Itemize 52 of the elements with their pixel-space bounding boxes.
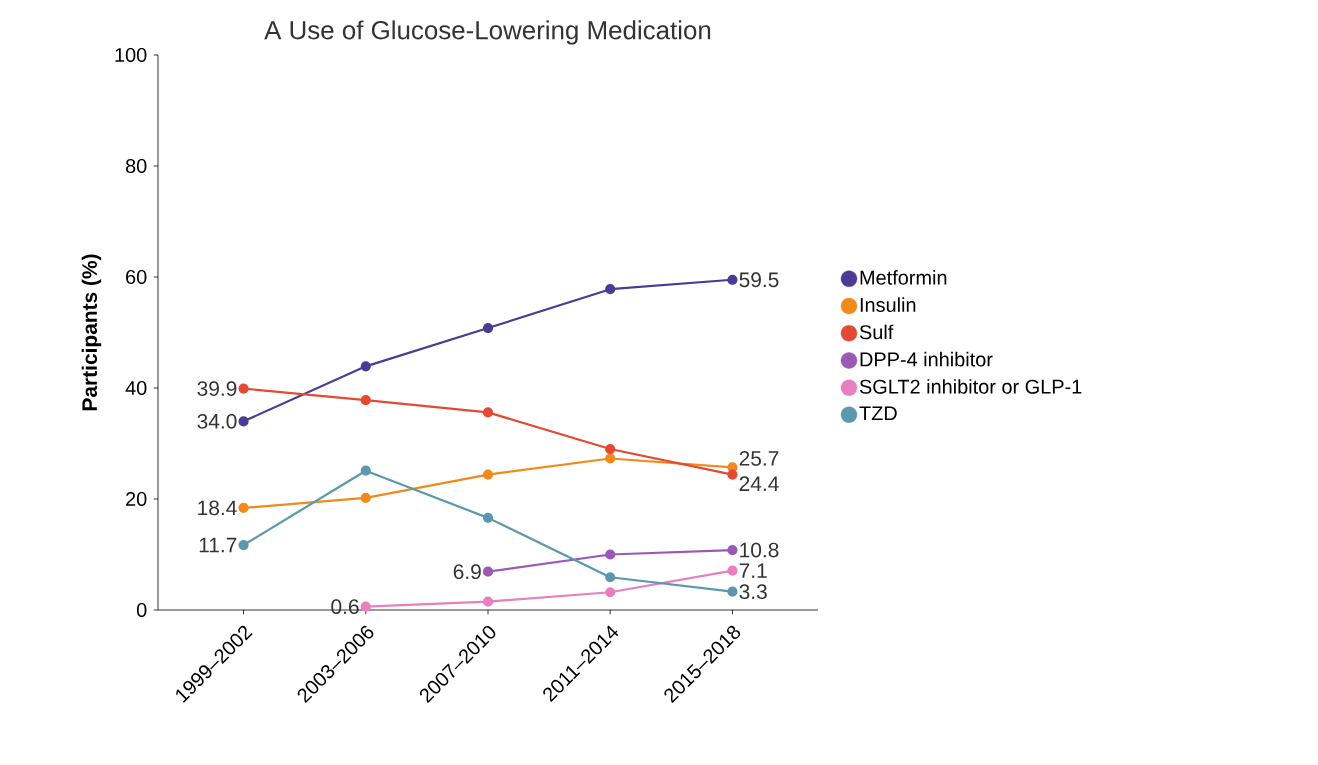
data-label: 59.5 (739, 272, 779, 288)
point (605, 572, 616, 583)
legend-label: SGLT2 inhibitor or GLP-1 (859, 379, 1082, 394)
point (605, 587, 616, 598)
point (482, 596, 494, 607)
y-tick-label: 20 (126, 491, 147, 507)
y-tick-label: 0 (136, 602, 147, 618)
point (482, 469, 494, 480)
point (605, 284, 616, 295)
legend-label: DPP-4 inhibitor (860, 351, 993, 367)
point (605, 453, 616, 464)
point (605, 549, 616, 560)
legend-label: TZD (859, 406, 897, 421)
data-label: 34.0 (197, 413, 237, 429)
data-label: 10.8 (740, 542, 779, 558)
legend-label: Sulf (859, 324, 894, 340)
point (482, 566, 494, 577)
point (360, 601, 371, 612)
point (727, 274, 738, 285)
point (238, 502, 249, 513)
y-tick-label: 40 (125, 380, 147, 396)
point (360, 465, 371, 476)
point (360, 395, 371, 406)
legend-label: Insulin (860, 297, 916, 312)
point (238, 539, 249, 551)
data-label: 3.3 (739, 584, 767, 600)
point (238, 416, 249, 427)
data-label: 39.9 (197, 381, 237, 396)
y-tick-label: 80 (125, 158, 147, 174)
data-label: 25.7 (739, 450, 779, 466)
data-label: 18.4 (198, 500, 237, 516)
data-label: 11.7 (199, 537, 237, 553)
data-label: 7.1 (739, 563, 767, 578)
point (360, 361, 371, 372)
point (727, 565, 738, 576)
point (482, 322, 494, 334)
point (238, 383, 249, 394)
chart-title: A Use of Glucose-Lowering Medication (264, 20, 711, 45)
data-label: 6.9 (453, 564, 481, 580)
y-tick-label: 60 (126, 269, 147, 285)
y-tick-label: 100 (115, 47, 147, 63)
point (605, 443, 616, 455)
point (727, 469, 738, 480)
point (482, 512, 494, 523)
y-axis-title: Participants (%) (81, 254, 102, 411)
point (727, 586, 738, 597)
point (360, 492, 371, 503)
data-label: 0.6 (331, 599, 359, 615)
point (727, 544, 738, 556)
data-label: 24.4 (739, 476, 779, 491)
legend-label: Metformin (860, 270, 947, 285)
point (482, 407, 494, 418)
